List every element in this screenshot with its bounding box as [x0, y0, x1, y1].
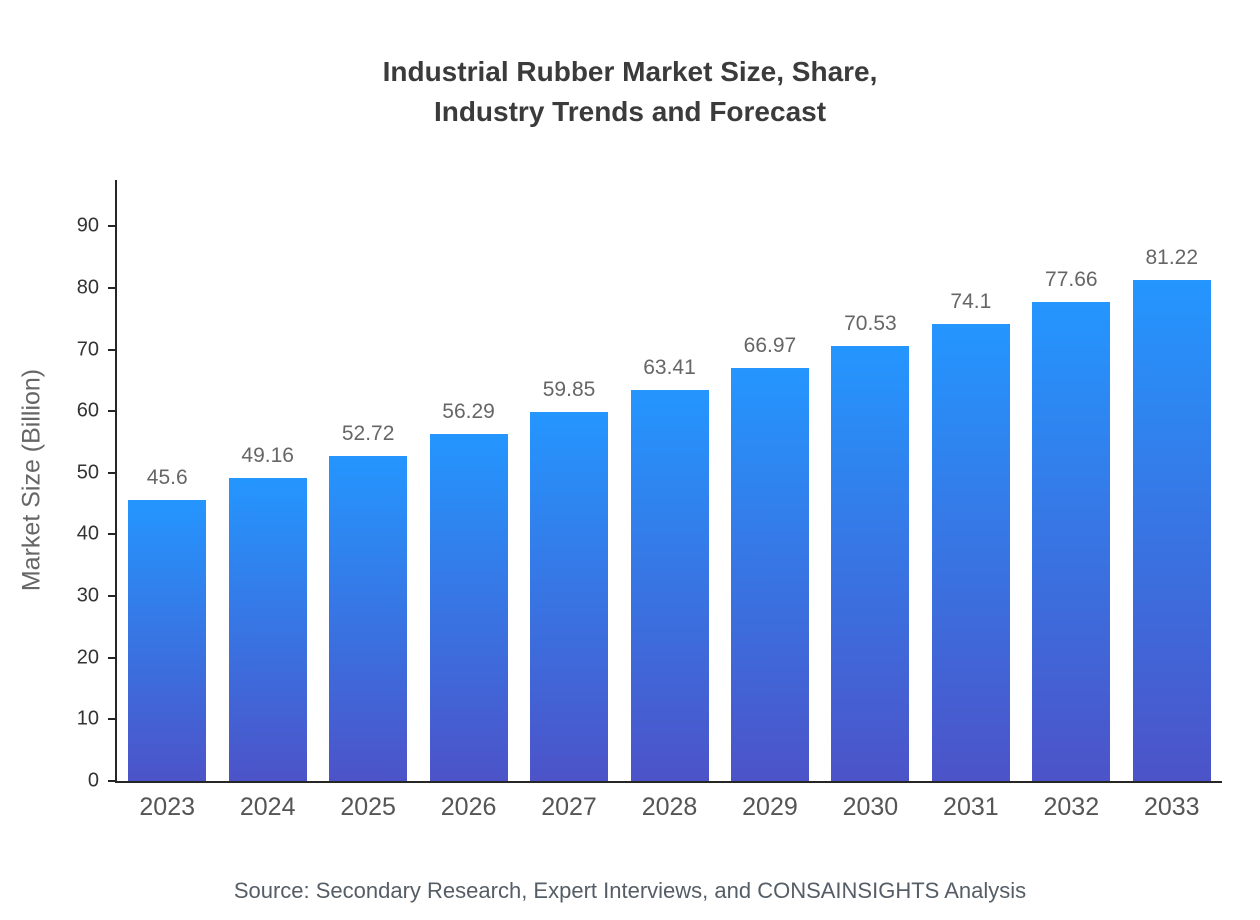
x-tick-label: 2024: [239, 793, 296, 821]
bar-2033: [1133, 280, 1211, 781]
x-tick-label: 2023: [139, 793, 196, 821]
bar-2031: [932, 324, 1010, 781]
x-tick-label: 2030: [842, 793, 899, 821]
bar-value-label: 70.53: [844, 312, 897, 335]
y-tick-mark: [108, 348, 117, 351]
bar-2032: [1032, 302, 1110, 781]
x-tick-label: 2025: [340, 793, 396, 821]
y-tick-label: 70: [76, 338, 99, 361]
y-tick-label: 80: [76, 276, 99, 299]
bar-2024: [229, 478, 307, 781]
bar-2023: [128, 500, 206, 781]
chart-title: Industrial Rubber Market Size, Share, In…: [382, 56, 878, 127]
bar-value-label: 45.6: [146, 466, 188, 489]
bar-value-label: 52.72: [341, 422, 395, 445]
bar-2029: [731, 368, 809, 781]
y-tick-mark: [108, 718, 117, 721]
bar-value-label: 77.66: [1045, 268, 1098, 291]
y-tick-mark: [108, 225, 117, 228]
y-tick-label: 30: [76, 584, 99, 607]
bar-2028: [631, 390, 709, 781]
y-tick-label: 90: [76, 214, 99, 237]
x-tick-label: 2029: [742, 793, 798, 821]
bar-value-label: 56.29: [442, 400, 495, 423]
y-tick-mark: [108, 286, 117, 289]
y-tick-mark: [108, 656, 117, 659]
y-tick-label: 20: [76, 646, 99, 669]
bar-value-label: 63.41: [643, 356, 696, 379]
bar-value-label: 66.97: [743, 334, 797, 357]
bar-2027: [530, 412, 608, 781]
y-tick-label: 40: [76, 522, 99, 545]
bar-2026: [430, 434, 508, 781]
y-tick-mark: [108, 533, 117, 536]
bar-value-label: 49.16: [241, 444, 294, 467]
x-tick-label: 2032: [1043, 793, 1100, 821]
x-tick-label: 2031: [943, 793, 999, 821]
y-tick-label: 0: [87, 769, 99, 792]
y-tick-mark: [108, 595, 117, 598]
bar-value-label: 74.1: [950, 290, 992, 313]
y-tick-label: 60: [76, 399, 99, 422]
bar-2030: [831, 346, 909, 781]
y-tick-mark: [108, 471, 117, 474]
y-tick-mark: [108, 780, 117, 782]
bar-2025: [329, 456, 407, 781]
x-tick-label: 2028: [641, 793, 698, 821]
y-tick-label: 10: [76, 707, 99, 730]
y-axis-label: Market Size (Billion): [17, 368, 46, 592]
x-tick-label: 2033: [1143, 793, 1200, 821]
x-tick-label: 2026: [440, 793, 497, 821]
bar-value-label: 59.85: [542, 378, 596, 401]
plot-area: 0 10 20 30 40 50 60 70 80 90 45.6 2023 49.16 2024 52.7…: [77, 180, 1222, 821]
x-tick-label: 2027: [541, 793, 597, 821]
source-note: Source: Secondary Research, Expert Inter…: [233, 878, 1027, 903]
y-tick-label: 50: [76, 461, 99, 484]
y-tick-mark: [108, 410, 117, 413]
bar-value-label: 81.22: [1145, 246, 1199, 269]
